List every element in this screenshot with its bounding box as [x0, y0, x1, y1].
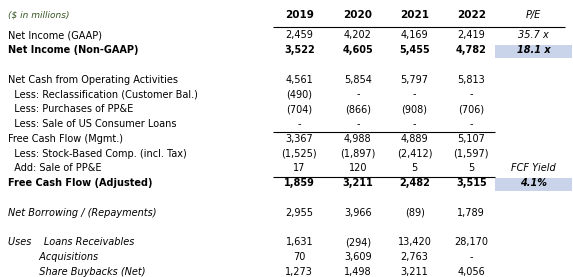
Text: 5,455: 5,455: [399, 45, 430, 55]
Text: 1,273: 1,273: [285, 267, 313, 277]
Text: Share Buybacks (Net): Share Buybacks (Net): [8, 267, 146, 277]
Text: -: -: [297, 119, 301, 129]
Text: 28,170: 28,170: [454, 237, 488, 247]
Text: 4,202: 4,202: [344, 30, 372, 40]
Text: 4,782: 4,782: [456, 45, 487, 55]
Text: Net Income (Non-GAAP): Net Income (Non-GAAP): [8, 45, 139, 55]
Text: ($ in millions): ($ in millions): [8, 11, 70, 19]
Bar: [495, 45, 572, 58]
Text: 3,515: 3,515: [456, 178, 486, 188]
Text: Free Cash Flow (Adjusted): Free Cash Flow (Adjusted): [8, 178, 152, 188]
Text: 5,797: 5,797: [401, 75, 429, 85]
Text: 2,482: 2,482: [399, 178, 430, 188]
Text: 5: 5: [468, 163, 474, 173]
Text: 17: 17: [293, 163, 305, 173]
Text: 4.1%: 4.1%: [520, 178, 547, 188]
Text: Net Income (GAAP): Net Income (GAAP): [8, 30, 102, 40]
Text: Less: Purchases of PP&E: Less: Purchases of PP&E: [8, 104, 134, 114]
Bar: [495, 178, 572, 191]
Text: (704): (704): [286, 104, 312, 114]
Text: 13,420: 13,420: [398, 237, 431, 247]
Text: 2,763: 2,763: [401, 252, 429, 262]
Text: FCF Yield: FCF Yield: [511, 163, 556, 173]
Text: 2019: 2019: [285, 11, 314, 20]
Text: 3,522: 3,522: [284, 45, 315, 55]
Text: Less: Reclassification (Customer Bal.): Less: Reclassification (Customer Bal.): [8, 89, 198, 99]
Text: 35.7 x: 35.7 x: [519, 30, 549, 40]
Text: 1,498: 1,498: [344, 267, 372, 277]
Text: (866): (866): [345, 104, 371, 114]
Text: 70: 70: [293, 252, 305, 262]
Text: 5,813: 5,813: [457, 75, 485, 85]
Text: 3,367: 3,367: [285, 134, 313, 144]
Text: 3,609: 3,609: [344, 252, 372, 262]
Text: 2020: 2020: [343, 11, 372, 20]
Text: 3,211: 3,211: [343, 178, 373, 188]
Text: (908): (908): [402, 104, 427, 114]
Text: Less: Stock-Based Comp. (incl. Tax): Less: Stock-Based Comp. (incl. Tax): [8, 148, 187, 158]
Text: 4,605: 4,605: [343, 45, 373, 55]
Text: 3,211: 3,211: [401, 267, 429, 277]
Text: -: -: [470, 252, 473, 262]
Text: 3,966: 3,966: [344, 208, 372, 218]
Text: 5,107: 5,107: [457, 134, 485, 144]
Text: (294): (294): [345, 237, 371, 247]
Text: 4,561: 4,561: [285, 75, 313, 85]
Text: 5,854: 5,854: [344, 75, 372, 85]
Text: 2,419: 2,419: [457, 30, 485, 40]
Text: 4,169: 4,169: [401, 30, 429, 40]
Text: (1,897): (1,897): [340, 148, 375, 158]
Text: -: -: [413, 119, 417, 129]
Text: (1,525): (1,525): [281, 148, 317, 158]
Text: (2,412): (2,412): [397, 148, 432, 158]
Text: -: -: [413, 89, 417, 99]
Text: 18.1 x: 18.1 x: [517, 45, 551, 55]
Text: (490): (490): [286, 89, 312, 99]
Text: 2021: 2021: [400, 11, 429, 20]
Text: 4,056: 4,056: [457, 267, 485, 277]
Text: Net Borrowing / (Repayments): Net Borrowing / (Repayments): [8, 208, 156, 218]
Text: Net Cash from Operating Activities: Net Cash from Operating Activities: [8, 75, 178, 85]
Text: P/E: P/E: [526, 11, 541, 20]
Text: 4,988: 4,988: [344, 134, 372, 144]
Text: (89): (89): [405, 208, 425, 218]
Text: Less: Sale of US Consumer Loans: Less: Sale of US Consumer Loans: [8, 119, 176, 129]
Text: 2,459: 2,459: [285, 30, 313, 40]
Text: Uses    Loans Receivables: Uses Loans Receivables: [8, 237, 135, 247]
Text: 1,859: 1,859: [284, 178, 315, 188]
Text: Add: Sale of PP&E: Add: Sale of PP&E: [8, 163, 101, 173]
Text: 2,955: 2,955: [285, 208, 313, 218]
Text: 120: 120: [348, 163, 367, 173]
Text: -: -: [356, 119, 360, 129]
Text: -: -: [470, 89, 473, 99]
Text: Free Cash Flow (Mgmt.): Free Cash Flow (Mgmt.): [8, 134, 123, 144]
Text: (706): (706): [458, 104, 484, 114]
Text: 1,631: 1,631: [285, 237, 313, 247]
Text: 4,889: 4,889: [401, 134, 429, 144]
Text: 2022: 2022: [457, 11, 486, 20]
Text: -: -: [470, 119, 473, 129]
Text: -: -: [356, 89, 360, 99]
Text: (1,597): (1,597): [454, 148, 489, 158]
Text: Acquisitions: Acquisitions: [8, 252, 99, 262]
Text: 1,789: 1,789: [457, 208, 485, 218]
Text: 5: 5: [411, 163, 418, 173]
